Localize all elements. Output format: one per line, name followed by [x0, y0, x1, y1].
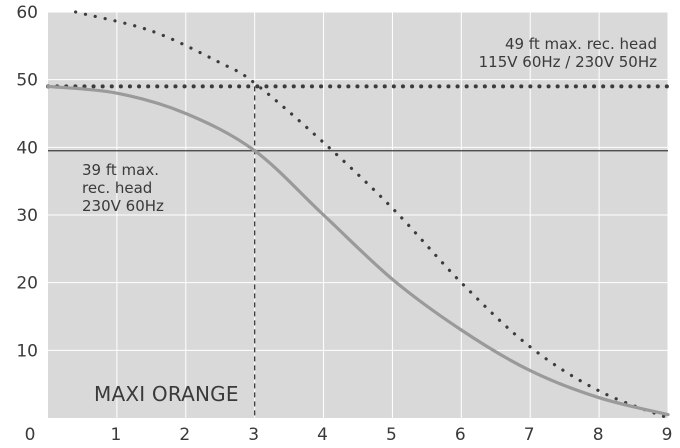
x-tick-label: 3: [248, 425, 259, 445]
annotation-49ft-line: 115V 60Hz / 230V 50Hz: [479, 53, 658, 71]
y-tick-label: 40: [16, 138, 38, 158]
y-tick-label: 60: [16, 3, 38, 23]
x-tick-label: 5: [386, 425, 397, 445]
curve-230v-60hz: [46, 84, 670, 417]
annotation-39ft-line: rec. head: [82, 179, 152, 197]
y-tick-label: 10: [16, 341, 38, 361]
x-tick-label: 2: [179, 425, 190, 445]
x-tick-label: 9: [662, 425, 673, 445]
product-name-label: MAXI ORANGE: [94, 382, 239, 406]
x-tick-label: 1: [110, 425, 121, 445]
annotation-39ft-line: 39 ft max.: [82, 161, 159, 179]
y-tick-label: 30: [16, 206, 38, 226]
x-tick-label: 4: [317, 425, 328, 445]
x-tick-label: 6: [455, 425, 466, 445]
x-tick-label: 0: [25, 425, 36, 445]
annotation-39ft-line: 230V 60Hz: [82, 197, 164, 215]
curve-115v-230v: [74, 10, 670, 420]
x-tick-label: 8: [593, 425, 604, 445]
x-tick-label: 7: [524, 425, 535, 445]
annotation-49ft-line: 49 ft max. rec. head: [505, 35, 657, 53]
y-tick-label: 50: [16, 71, 38, 91]
y-tick-label: 20: [16, 274, 38, 294]
